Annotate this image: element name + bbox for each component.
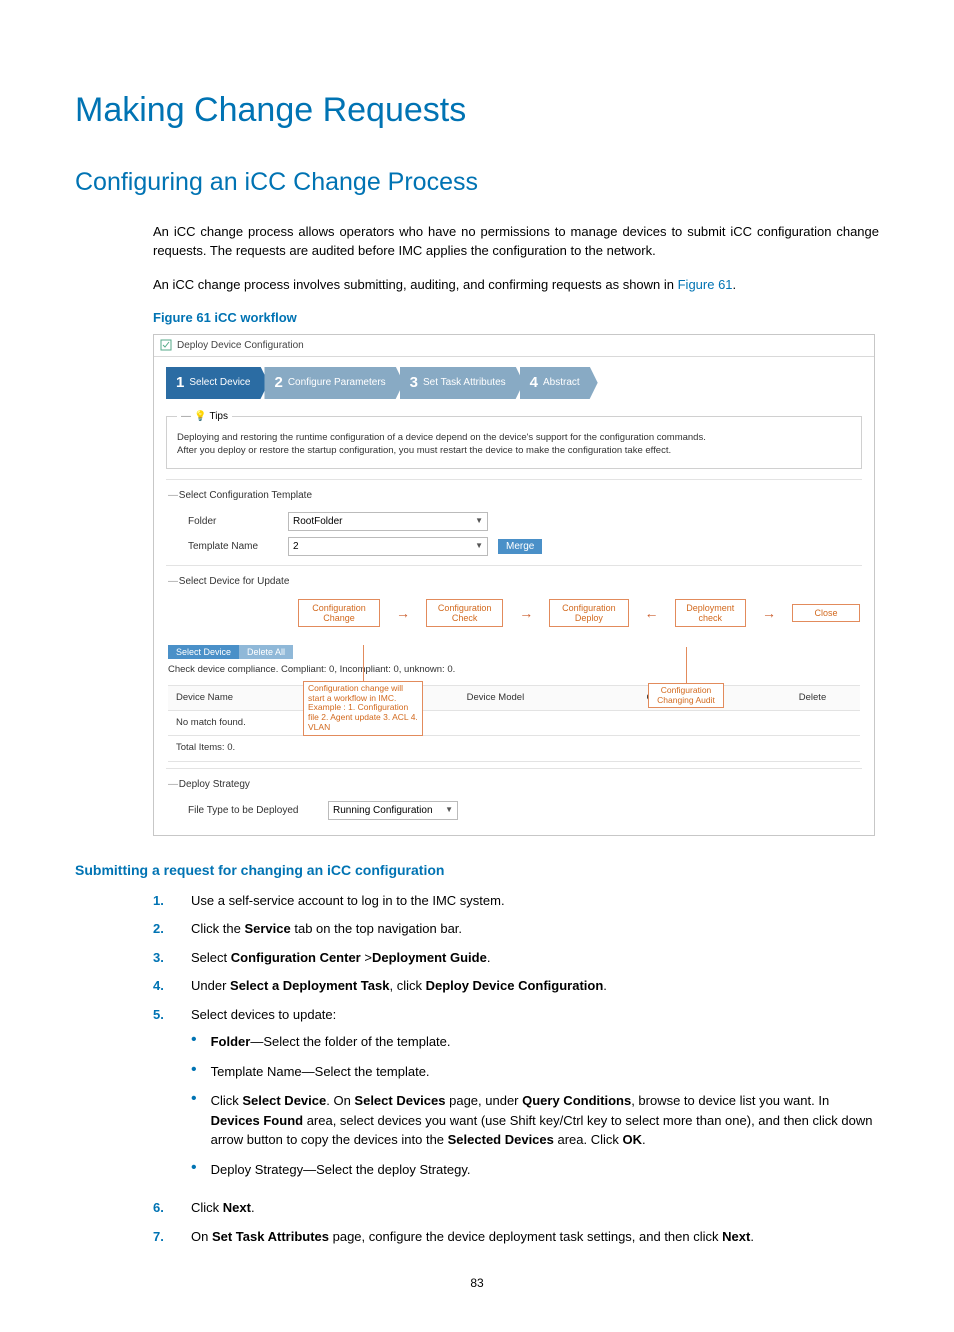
window-titlebar: Deploy Device Configuration (154, 335, 874, 357)
step-text: Under Select a Deployment Task, click De… (191, 976, 879, 996)
intro2-tail: . (733, 277, 737, 292)
tips-legend: — 💡 Tips (177, 409, 232, 424)
workflow-row: Configuration Change → Configuration Che… (298, 599, 860, 628)
select-device-button[interactable]: Select Device (168, 645, 239, 659)
page-title: Making Change Requests (75, 85, 879, 136)
workflow-callout-right: Configuration Changing Audit (648, 683, 724, 709)
device-table: Device Name Device Status Device Model C… (168, 685, 860, 762)
step-number: 4. (153, 976, 171, 996)
step-num: 1 (176, 372, 184, 395)
figure-window: Deploy Device Configuration 1 Select Devi… (153, 334, 875, 836)
tips-legend-text: Tips (209, 409, 228, 424)
wizard-step-1[interactable]: 1 Select Device (166, 367, 268, 400)
workflow-callout-left: Configuration change will start a workfl… (303, 681, 423, 736)
step-text-inner: Select devices to update: (191, 1007, 336, 1022)
step-label: Select Device (189, 375, 250, 390)
steps-list: 1. Use a self-service account to log in t… (153, 891, 879, 1247)
table-header: Delete (791, 685, 860, 710)
intro-paragraph-2: An iCC change process involves submittin… (153, 275, 879, 295)
section-template-heading: Select Configuration Template (168, 486, 860, 509)
tips-text: Deploying and restoring the runtime conf… (177, 432, 851, 458)
delete-all-button[interactable]: Delete All (239, 645, 293, 659)
intro2-text: An iCC change process involves submittin… (153, 277, 678, 292)
chevron-down-icon: ▼ (475, 540, 483, 552)
step-num: 3 (410, 372, 418, 395)
no-match-row: No match found. (168, 711, 860, 736)
step-num: 4 (530, 372, 538, 395)
section-update-heading: Select Device for Update (168, 572, 860, 595)
folder-select[interactable]: RootFolder ▼ (288, 512, 488, 531)
bullet-icon: • (191, 1160, 197, 1180)
step-text: Click Next. (191, 1198, 879, 1218)
workflow-box: Close (792, 604, 860, 622)
step-number: 6. (153, 1198, 171, 1218)
bullet-list: • Folder—Select the folder of the templat… (191, 1032, 879, 1179)
template-select[interactable]: 2▼ (288, 537, 488, 556)
step-text: Use a self-service account to log in to … (191, 891, 879, 911)
connector-line (363, 645, 364, 681)
wizard-step-4[interactable]: 4 Abstract (520, 367, 598, 400)
section-strategy-heading: Deploy Strategy (168, 775, 860, 798)
step-text: On Set Task Attributes page, configure t… (191, 1227, 879, 1247)
step-label: Abstract (543, 375, 580, 390)
bullet-text: Template Name—Select the template. (211, 1062, 879, 1082)
folder-label: Folder (188, 514, 278, 529)
tips-box: — 💡 Tips Deploying and restoring the run… (166, 409, 862, 469)
bullet-text: Folder—Select the folder of the template… (211, 1032, 879, 1052)
wizard-step-2[interactable]: 2 Configure Parameters (264, 367, 403, 400)
compliance-text: Check device compliance. Compliant: 0, I… (168, 659, 860, 683)
step-label: Configure Parameters (288, 375, 386, 390)
intro-paragraph-1: An iCC change process allows operators w… (153, 222, 879, 261)
chevron-down-icon: ▼ (445, 804, 453, 816)
subsection-heading: Submitting a request for changing an iCC… (75, 860, 879, 881)
bullet-icon: • (191, 1032, 197, 1052)
figure-caption: Figure 61 iCC workflow (153, 308, 879, 328)
connector-line (686, 647, 687, 683)
wizard-steps: 1 Select Device 2 Configure Parameters 3 Se… (166, 367, 862, 400)
section-update: Select Device for Update Configuration C… (166, 565, 862, 768)
template-label: Template Name (188, 539, 278, 554)
bullet-icon: • (191, 1091, 197, 1150)
window-title: Deploy Device Configuration (177, 338, 304, 353)
step-number: 1. (153, 891, 171, 911)
figure-link[interactable]: Figure 61 (678, 277, 733, 292)
step-num: 2 (274, 372, 282, 395)
workflow-box: Deployment check (675, 599, 746, 628)
arrow-left-icon: ← (645, 606, 659, 620)
filetype-select[interactable]: Running Configuration ▼ (328, 801, 458, 820)
chevron-down-icon: ▼ (475, 515, 483, 527)
arrow-right-icon: → (519, 606, 533, 620)
step-text: Select Configuration Center >Deployment … (191, 948, 879, 968)
window-icon (160, 339, 172, 351)
table-header: Device Model (459, 685, 639, 710)
bullet-icon: • (191, 1062, 197, 1082)
bullet-text: Deploy Strategy—Select the deploy Strate… (211, 1160, 879, 1180)
filetype-label: File Type to be Deployed (188, 803, 318, 818)
template-value: 2 (293, 539, 299, 554)
arrow-right-icon: → (762, 606, 776, 620)
section-heading: Configuring an iCC Change Process (75, 164, 879, 202)
step-label: Set Task Attributes (423, 375, 506, 390)
workflow-box: Configuration Change (298, 599, 380, 628)
step-number: 2. (153, 919, 171, 939)
workflow-box: Configuration Check (426, 599, 503, 628)
workflow-box: Configuration Deploy (549, 599, 628, 628)
step-text: Click the Service tab on the top navigat… (191, 919, 879, 939)
arrow-right-icon: → (396, 606, 410, 620)
section-template: Select Configuration Template Folder Roo… (166, 479, 862, 565)
wizard-step-3[interactable]: 3 Set Task Attributes (400, 367, 524, 400)
bulb-icon: 💡 (194, 409, 206, 424)
step-number: 3. (153, 948, 171, 968)
step-text: Select devices to update: • Folder—Select… (191, 1005, 879, 1190)
section-strategy: Deploy Strategy File Type to be Deployed… (166, 768, 862, 829)
page-number: 83 (75, 1274, 879, 1292)
total-items-row: Total Items: 0. (168, 736, 860, 761)
step-number: 7. (153, 1227, 171, 1247)
bullet-text: Click Select Device. On Select Devices p… (211, 1091, 879, 1150)
filetype-value: Running Configuration (333, 803, 433, 818)
merge-button[interactable]: Merge (498, 539, 542, 554)
step-number: 5. (153, 1005, 171, 1025)
folder-value: RootFolder (293, 514, 342, 529)
